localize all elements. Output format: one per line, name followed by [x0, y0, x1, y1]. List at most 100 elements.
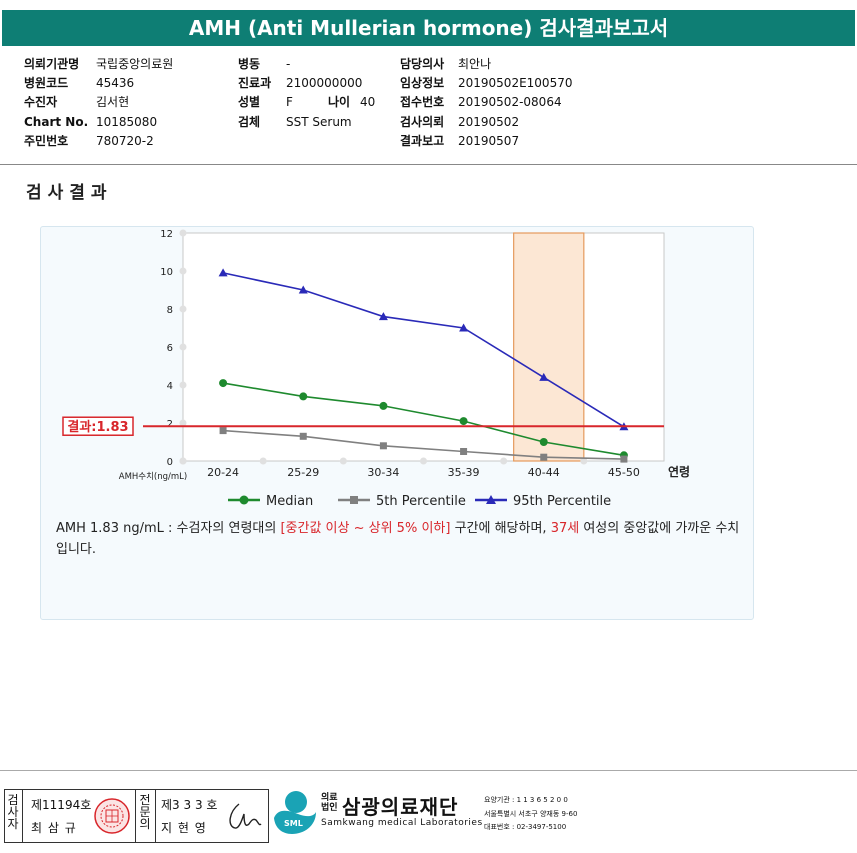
data-point	[219, 427, 227, 435]
y-tick-label: 0	[167, 457, 173, 468]
description-range: [중간값 이상 ~ 상위 5% 이하]	[280, 521, 451, 536]
data-point	[539, 372, 549, 381]
x-tick-marker	[500, 457, 508, 465]
description-text-1: AMH 1.83 ng/mL : 수검자의 연령대의	[56, 521, 281, 536]
ward-value: -	[286, 57, 291, 71]
age-value: 40	[360, 95, 376, 109]
legend-marker	[350, 496, 358, 504]
data-point	[620, 455, 628, 463]
result-description: AMH 1.83 ng/mL : 수검자의 연령대의 [중간값 이상 ~ 상위 …	[56, 518, 746, 560]
y-tick-marker	[179, 267, 187, 275]
legend-label: 5th Percentile	[376, 494, 466, 509]
data-point	[379, 401, 388, 410]
result-label: 결과:1.83	[67, 419, 128, 435]
institution-value: 국립중앙의료원	[96, 57, 174, 71]
report-header: AMH (Anti Mullerian hormone) 검사결과보고서	[0, 0, 857, 48]
y-tick-label: 2	[167, 419, 173, 430]
resident-no-label: 주민번호	[24, 134, 69, 148]
hospital-code-label: 병원코드	[24, 76, 69, 90]
y-tick-marker	[179, 381, 187, 389]
legend-marker	[239, 495, 249, 505]
description-text-2: 구간에 해당하며,	[450, 521, 551, 536]
report-date-label: 결과보고	[400, 134, 445, 148]
legend-label: Median	[266, 494, 313, 509]
data-point	[218, 268, 228, 277]
series-line	[223, 429, 624, 460]
patient-label: 수진자	[24, 95, 58, 109]
report-title: AMH (Anti Mullerian hormone) 검사결과보고서	[2, 10, 855, 46]
examiner-label: 검사자	[7, 793, 19, 831]
x-tick-label: 40-44	[528, 466, 560, 479]
data-point	[298, 285, 308, 294]
legend-marker	[486, 495, 496, 504]
resident-no-value: 780720-2	[96, 134, 154, 148]
doctor-value: 최안나	[458, 57, 492, 71]
data-point	[299, 432, 307, 440]
x-tick-marker	[259, 457, 267, 465]
legend-label: 95th Percentile	[513, 494, 611, 509]
y-tick-label: 8	[167, 305, 173, 316]
y-tick-marker	[179, 419, 187, 427]
hospital-code-value: 45436	[96, 76, 135, 90]
sex-label: 성별	[238, 95, 261, 109]
x-tick-marker	[339, 457, 347, 465]
data-point	[459, 323, 469, 332]
description-age: 37세	[550, 521, 580, 536]
chart-no-value: 10185080	[96, 115, 158, 129]
sex-value: F	[286, 95, 293, 109]
data-point	[459, 417, 468, 426]
data-point	[378, 312, 388, 321]
signature-box: 검사자 제11194호 최 삼 규 전문의 제3 3 3 호 지 현 영	[4, 789, 269, 843]
y-axis-label: AMH수치(ng/mL)	[119, 472, 187, 482]
y-tick-label: 4	[167, 381, 173, 392]
request-date-value: 20190502	[458, 115, 520, 129]
receipt-no-label: 접수번호	[400, 95, 445, 109]
care-institution-no: 요양기관 : 1 1 3 6 5 2 0 0	[484, 796, 568, 804]
series-line	[222, 382, 625, 457]
specialist-license-no: 제3 3 3 호	[161, 798, 218, 812]
request-date-label: 검사의뢰	[400, 115, 445, 129]
footer-divider	[0, 770, 857, 771]
specialist-label: 전문의	[139, 793, 151, 831]
chart-no-label: Chart No.	[24, 115, 89, 129]
result-label-box	[62, 416, 134, 436]
series-5th-percentile	[219, 427, 628, 463]
y-tick-marker	[179, 229, 187, 237]
ward-label: 병동	[238, 57, 261, 71]
examiner-name: 최 삼 규	[31, 821, 77, 835]
y-tick-marker	[179, 305, 187, 313]
specialist-signature-icon	[229, 803, 262, 829]
specimen-value: SST Serum	[286, 115, 352, 129]
org-type: 의료 법인	[321, 793, 338, 813]
series-95th-percentile	[218, 268, 629, 431]
specialist-name: 지 현 영	[161, 821, 207, 835]
data-point	[460, 448, 468, 455]
org-name-en: Samkwang medical Laboratories	[321, 818, 483, 828]
data-point	[540, 453, 548, 461]
x-tick-marker	[420, 457, 427, 465]
series-line	[222, 272, 625, 428]
department-label: 진료과	[238, 76, 272, 90]
data-point	[219, 379, 228, 388]
x-axis-label: 연령	[668, 464, 690, 479]
data-point	[539, 438, 548, 446]
report-date-value: 20190507	[458, 134, 520, 148]
org-name: 삼광의료재단	[342, 795, 459, 819]
clinical-info-value: 20190502E100570	[458, 76, 573, 90]
x-tick-label: 30-34	[367, 466, 399, 479]
org-phone: 대표번호 : 02-3497-5100	[484, 823, 567, 831]
amh-chart: 0 2 4 6 8 10 12 20-24 25-29 30-34 35-39 40-44 45-50 A…	[62, 229, 690, 509]
patient-info-panel: 의뢰기관명 국립중앙의료원 병원코드 45436 수진자 김서현 Chart N…	[0, 50, 857, 165]
institution-label: 의뢰기관명	[24, 57, 80, 71]
doctor-label: 담당의사	[400, 57, 445, 71]
x-tick-marker	[580, 457, 588, 465]
data-point	[299, 392, 308, 401]
section-title: 검사결과	[26, 183, 113, 203]
sml-logo-icon: SML	[274, 791, 316, 834]
series-median	[219, 379, 628, 460]
x-tick-label: 25-29	[287, 466, 319, 479]
x-tick-label: 20-24	[207, 466, 239, 479]
org-address: 서울특별시 서초구 양재동 9-60	[484, 810, 578, 818]
x-tick-label: 35-39	[448, 466, 480, 479]
age-label: 나이	[328, 95, 351, 109]
